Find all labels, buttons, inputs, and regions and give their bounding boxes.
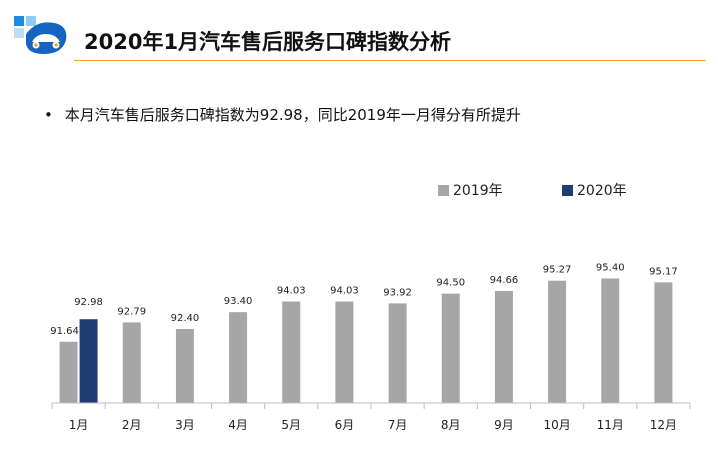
data-label-2019: 93.92 bbox=[383, 287, 412, 298]
legend-swatch-1 bbox=[438, 185, 449, 196]
bar-2020-1 bbox=[79, 319, 98, 403]
data-label-2019: 92.40 bbox=[171, 313, 200, 324]
x-tick-label: 7月 bbox=[388, 418, 408, 432]
slide-header: 2020年1月汽车售后服务口碑指数分析 bbox=[0, 0, 718, 70]
summary-line: • 本月汽车售后服务口碑指数为92.98，同比2019年一月得分有所提升 bbox=[44, 104, 521, 125]
bullet-point: • bbox=[44, 106, 53, 124]
bar-2019-2 bbox=[122, 322, 141, 403]
data-label-2020: 92.98 bbox=[74, 297, 103, 308]
chart-x-axis: 1月 2月 3月 4月 5月 6月 7月 8月 9月 10月 11月 12月 bbox=[51, 402, 691, 432]
data-label-2019: 94.03 bbox=[330, 286, 359, 297]
bar-2019-9 bbox=[494, 290, 513, 403]
bar-2019-6 bbox=[335, 301, 354, 403]
bar-2019-1 bbox=[59, 341, 78, 403]
page-title: 2020年1月汽车售后服务口碑指数分析 bbox=[84, 30, 452, 54]
data-label-2019: 91.64 bbox=[50, 326, 79, 337]
x-tick-label: 1月 bbox=[69, 418, 89, 432]
bar-2019-3 bbox=[175, 328, 194, 403]
x-tick-label: 8月 bbox=[441, 418, 461, 432]
bar-2019-12 bbox=[654, 282, 673, 403]
data-label-2019: 95.40 bbox=[596, 263, 625, 274]
legend-swatch-2 bbox=[562, 185, 573, 196]
x-tick-label: 11月 bbox=[597, 418, 624, 432]
data-label-2019: 95.17 bbox=[649, 266, 678, 277]
chart-data-labels: 91.64 92.98 92.79 92.40 93.40 94.03 94.03 93.92… bbox=[50, 263, 677, 337]
chart-legend: 2019年 2020年 bbox=[438, 183, 627, 199]
chart-bars bbox=[59, 278, 673, 403]
summary-text: 本月汽车售后服务口碑指数为92.98，同比2019年一月得分有所提升 bbox=[64, 106, 521, 124]
bar-2019-11 bbox=[601, 278, 620, 403]
legend-label-1: 2019年 bbox=[453, 183, 503, 199]
car-logo-icon bbox=[14, 16, 67, 54]
data-label-2019: 95.27 bbox=[543, 265, 572, 276]
data-label-2019: 93.40 bbox=[224, 296, 253, 307]
bar-2019-10 bbox=[548, 280, 567, 403]
data-label-2019: 94.03 bbox=[277, 286, 306, 297]
legend-label-2: 2020年 bbox=[577, 183, 627, 199]
data-label-2019: 94.50 bbox=[436, 278, 465, 289]
bar-2019-5 bbox=[282, 301, 301, 403]
bar-2019-8 bbox=[441, 293, 460, 403]
bar-2019-4 bbox=[229, 312, 248, 403]
title-divider bbox=[74, 60, 706, 61]
x-tick-label: 4月 bbox=[228, 418, 248, 432]
monthly-index-bar-chart: 2019年 2020年 91.64 92.98 92.79 92.40 93.40 94.0… bbox=[50, 183, 691, 432]
x-tick-label: 5月 bbox=[281, 418, 301, 432]
x-tick-label: 10月 bbox=[543, 418, 570, 432]
data-label-2019: 94.66 bbox=[490, 275, 519, 286]
data-label-2019: 92.79 bbox=[117, 306, 146, 317]
bar-2019-7 bbox=[388, 303, 407, 403]
x-tick-label: 3月 bbox=[175, 418, 195, 432]
x-tick-label: 2月 bbox=[122, 418, 142, 432]
x-tick-label: 9月 bbox=[494, 418, 514, 432]
x-tick-label: 6月 bbox=[335, 418, 355, 432]
x-tick-label: 12月 bbox=[650, 418, 677, 432]
